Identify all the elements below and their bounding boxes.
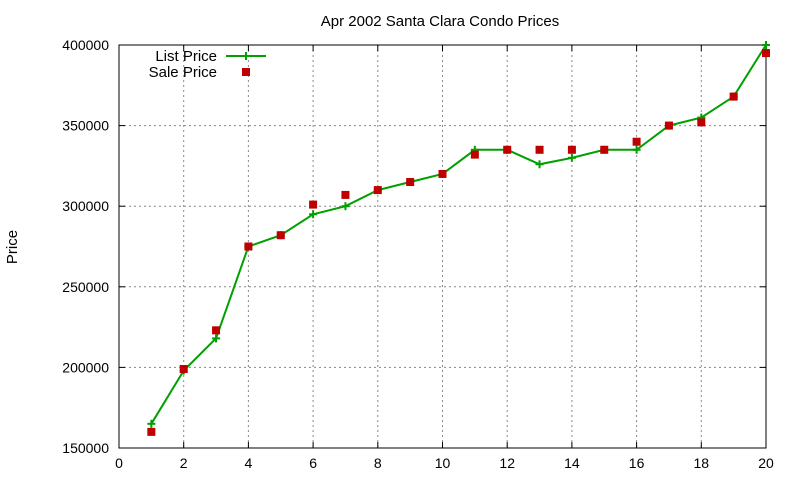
sale-price-point (470, 150, 479, 159)
sale-price-point (600, 145, 609, 154)
grid (119, 45, 766, 448)
y-tick-label: 150000 (62, 440, 109, 456)
series-layer (147, 41, 770, 436)
sale-price-point (762, 49, 770, 58)
sale-price-point (697, 118, 706, 127)
y-tick-label: 300000 (62, 198, 109, 214)
sale-price-point (147, 427, 156, 436)
sale-price-point (503, 145, 512, 154)
sale-price-point (729, 92, 738, 101)
sale-price-point (212, 326, 221, 335)
y-tick-label: 400000 (62, 37, 109, 53)
sale-price-point (179, 365, 188, 374)
legend-label-sale-price: Sale Price (149, 64, 217, 81)
x-tick-label: 20 (758, 455, 774, 471)
series-sale-price (147, 49, 770, 436)
x-tick-label: 6 (309, 455, 317, 471)
legend-label-list-price: List Price (155, 48, 217, 65)
sale-price-point (406, 178, 415, 187)
x-tick-label: 12 (499, 455, 515, 471)
axis-ticks: 0 2 4 6 8 10 12 14 16 18 20 150000 200000 250000 30000… (62, 37, 774, 471)
y-tick-label: 200000 (62, 359, 109, 375)
sale-price-point (276, 231, 285, 240)
x-tick-label: 16 (629, 455, 645, 471)
sale-price-point (309, 200, 318, 209)
x-tick-label: 2 (180, 455, 188, 471)
sale-price-point (567, 145, 576, 154)
sale-price-point (438, 169, 447, 178)
x-tick-label: 8 (374, 455, 382, 471)
sale-price-point (632, 137, 641, 146)
chart-title: Apr 2002 Santa Clara Condo Prices (321, 13, 559, 30)
series-list-price (147, 41, 770, 428)
x-tick-label: 0 (115, 455, 123, 471)
legend-swatch-sale-price (242, 68, 250, 76)
sale-price-point (373, 186, 382, 195)
x-tick-label: 4 (245, 455, 253, 471)
sale-price-point (244, 242, 253, 251)
sale-price-point (535, 145, 544, 154)
x-tick-label: 14 (564, 455, 580, 471)
x-tick-label: 18 (694, 455, 710, 471)
x-tick-label: 10 (435, 455, 451, 471)
y-axis-label: Price (4, 230, 21, 264)
y-tick-label: 250000 (62, 279, 109, 295)
y-tick-label: 350000 (62, 118, 109, 134)
sale-price-point (341, 190, 350, 199)
list-price-line (150, 44, 767, 425)
sale-price-point (664, 121, 673, 130)
